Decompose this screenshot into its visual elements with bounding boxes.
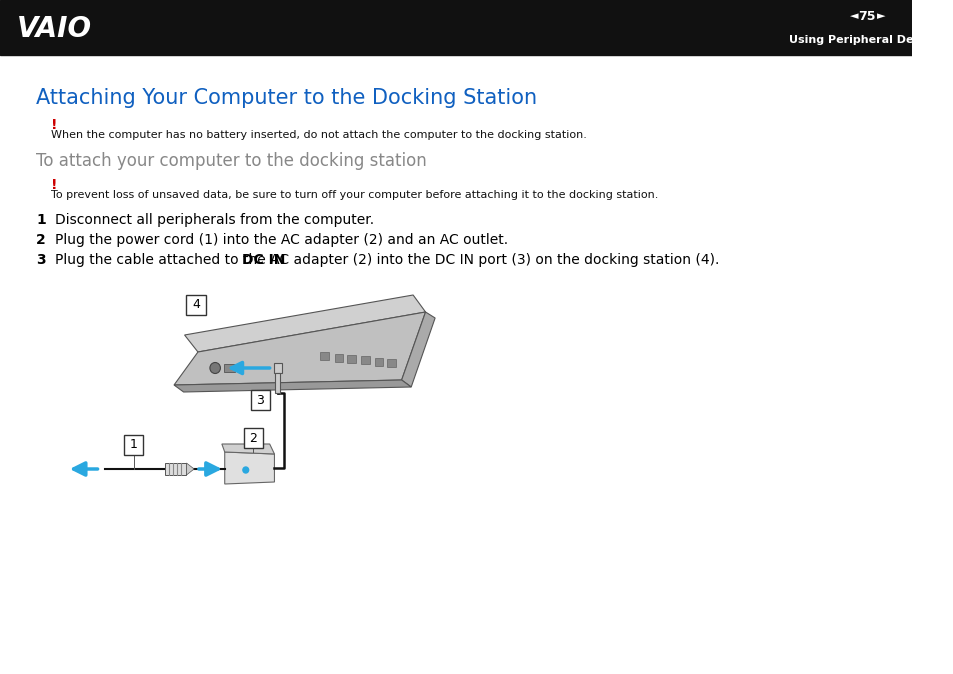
Bar — [375, 358, 383, 366]
Text: !: ! — [51, 178, 57, 192]
Text: VAIO: VAIO — [17, 15, 92, 42]
Text: When the computer has no battery inserted, do not attach the computer to the doc: When the computer has no battery inserte… — [51, 130, 586, 140]
FancyBboxPatch shape — [244, 428, 263, 448]
Text: 75: 75 — [858, 10, 875, 23]
Circle shape — [243, 467, 249, 473]
Polygon shape — [186, 463, 193, 475]
Text: DC IN: DC IN — [242, 253, 285, 267]
Polygon shape — [173, 312, 425, 385]
Bar — [347, 355, 355, 363]
Text: Disconnect all peripherals from the computer.: Disconnect all peripherals from the comp… — [54, 213, 374, 227]
Bar — [224, 364, 235, 372]
Bar — [361, 357, 370, 365]
Bar — [335, 353, 343, 361]
Text: ►: ► — [876, 11, 884, 22]
Text: ◄: ◄ — [849, 11, 858, 22]
Circle shape — [210, 363, 220, 373]
Polygon shape — [225, 452, 274, 484]
FancyBboxPatch shape — [251, 390, 270, 410]
Bar — [274, 363, 282, 373]
Text: 3: 3 — [256, 394, 264, 406]
Bar — [387, 359, 395, 367]
Text: !: ! — [51, 118, 57, 132]
Text: Using Peripheral Devices: Using Peripheral Devices — [788, 34, 944, 44]
Bar — [320, 352, 329, 360]
Text: Plug the cable attached to the AC adapter (2) into the DC IN port (3) on the doc: Plug the cable attached to the AC adapte… — [54, 253, 719, 267]
Polygon shape — [401, 312, 435, 387]
Text: Plug the power cord (1) into the AC adapter (2) and an AC outlet.: Plug the power cord (1) into the AC adap… — [54, 233, 507, 247]
Polygon shape — [222, 444, 274, 454]
Bar — [165, 463, 186, 475]
Text: To prevent loss of unsaved data, be sure to turn off your computer before attach: To prevent loss of unsaved data, be sure… — [51, 190, 658, 200]
Bar — [0, 0, 911, 55]
Bar — [275, 373, 280, 393]
FancyBboxPatch shape — [124, 435, 143, 455]
Polygon shape — [184, 295, 425, 352]
FancyBboxPatch shape — [186, 295, 206, 315]
Polygon shape — [173, 380, 411, 392]
Text: Attaching Your Computer to the Docking Station: Attaching Your Computer to the Docking S… — [36, 88, 537, 108]
Text: 1: 1 — [130, 439, 137, 452]
Text: 2: 2 — [36, 233, 46, 247]
Text: 1: 1 — [36, 213, 46, 227]
Text: 2: 2 — [250, 431, 257, 444]
Text: To attach your computer to the docking station: To attach your computer to the docking s… — [36, 152, 427, 170]
Text: 3: 3 — [36, 253, 46, 267]
Text: 4: 4 — [192, 299, 200, 311]
